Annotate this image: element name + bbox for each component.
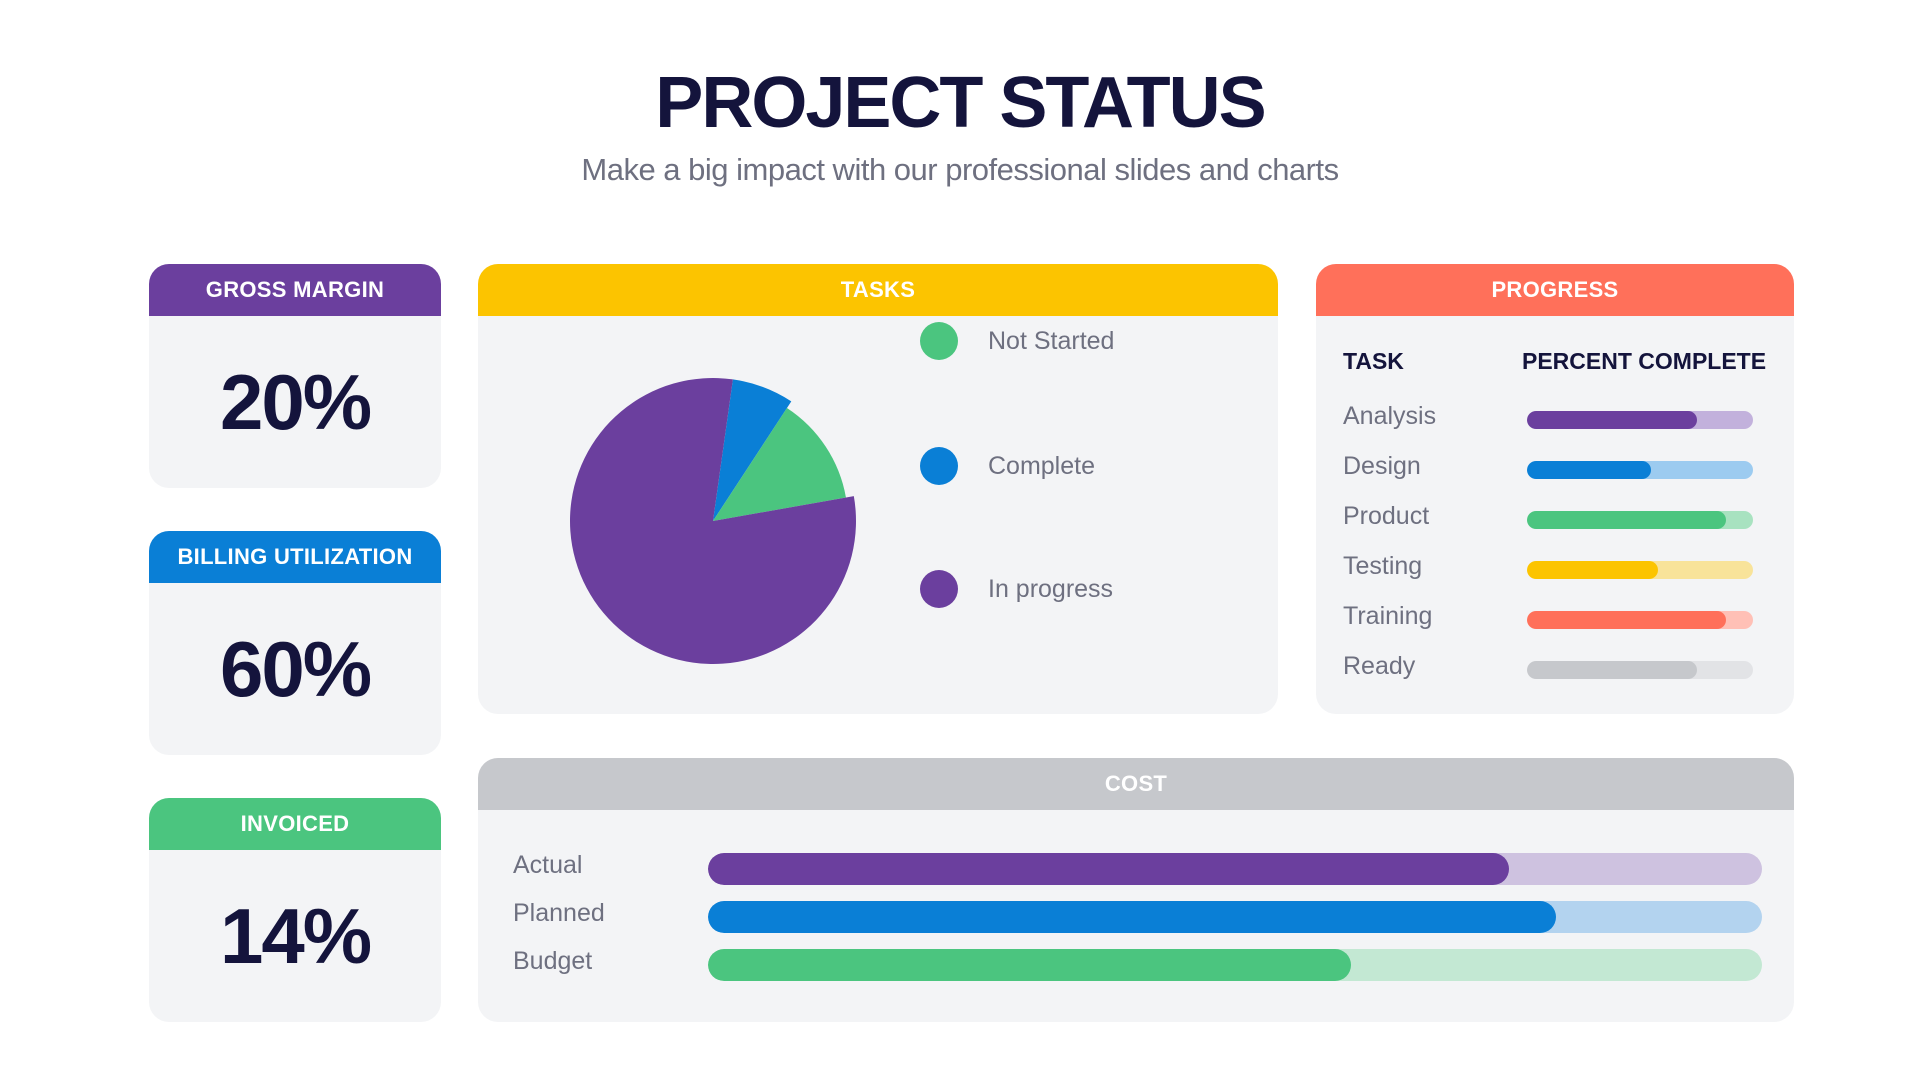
progress-row-design: Design: [1343, 452, 1783, 484]
progress-label-analysis: Analysis: [1343, 402, 1437, 430]
cost-label-actual: Actual: [513, 851, 583, 879]
billing-utilization-card: BILLING UTILIZATION 60%: [149, 531, 441, 755]
cost-row-budget: Budget: [513, 947, 1778, 981]
pie-slice-complete: [713, 379, 792, 521]
progress-track-ready: [1527, 661, 1753, 679]
gross-margin-header: GROSS MARGIN: [149, 264, 441, 316]
tasks-card: TASKS Not Started Complete In progress: [478, 264, 1278, 714]
cost-card: COST Actual Planned Budget: [478, 758, 1794, 1022]
progress-col-percent: PERCENT COMPLETE: [1522, 348, 1767, 374]
legend-item-complete: Complete: [920, 446, 1095, 486]
legend-item-not-started: Not Started: [920, 321, 1114, 361]
cost-label-planned: Planned: [513, 899, 605, 927]
progress-row-product: Product: [1343, 502, 1783, 534]
gross-margin-card: GROSS MARGIN 20%: [149, 264, 441, 488]
progress-bar-ready: [1527, 661, 1697, 679]
legend-label-in-progress: In progress: [988, 574, 1114, 603]
progress-track-analysis: [1527, 411, 1753, 429]
progress-label-testing: Testing: [1343, 552, 1423, 580]
legend-dot-not-started: [920, 322, 958, 360]
invoiced-card: INVOICED 14%: [149, 798, 441, 1022]
progress-label-ready: Ready: [1343, 652, 1416, 680]
legend-item-in-progress: In progress: [920, 569, 1113, 609]
progress-label-design: Design: [1343, 452, 1421, 480]
pie-slice-not-started: [713, 408, 846, 521]
progress-bar-product: [1527, 511, 1726, 529]
cost-header: COST: [478, 758, 1794, 810]
progress-col-task: TASK: [1343, 348, 1404, 374]
cost-row-planned: Planned: [513, 899, 1778, 933]
page-subtitle: Make a big impact with our professional …: [581, 152, 1339, 187]
legend-dot-complete: [920, 447, 958, 485]
gross-margin-value: 20%: [219, 358, 372, 446]
progress-bar-testing: [1527, 561, 1659, 579]
progress-row-testing: Testing: [1343, 552, 1783, 584]
progress-track-product: [1527, 511, 1753, 529]
progress-bar-analysis: [1527, 411, 1697, 429]
progress-track-design: [1527, 461, 1753, 479]
tasks-header: TASKS: [478, 264, 1278, 316]
cost-label-budget: Budget: [513, 947, 593, 975]
progress-track-training: [1527, 611, 1753, 629]
tasks-pie-chart: [570, 378, 856, 664]
cost-bar-budget: [708, 949, 1351, 981]
invoiced-header: INVOICED: [149, 798, 441, 850]
billing-utilization-header: BILLING UTILIZATION: [149, 531, 441, 583]
progress-row-analysis: Analysis: [1343, 402, 1783, 434]
progress-row-training: Training: [1343, 602, 1783, 634]
invoiced-value: 14%: [219, 892, 372, 980]
progress-bar-design: [1527, 461, 1652, 479]
progress-row-ready: Ready: [1343, 652, 1783, 684]
legend-dot-in-progress: [920, 570, 958, 608]
billing-utilization-value: 60%: [219, 625, 372, 713]
legend-label-not-started: Not Started: [988, 326, 1115, 355]
progress-card: PROGRESS TASK PERCENT COMPLETE Analysis D…: [1316, 264, 1794, 714]
page-title: PROJECT STATUS: [655, 63, 1266, 143]
progress-track-testing: [1527, 561, 1753, 579]
cost-bar-actual: [708, 853, 1510, 885]
progress-header: PROGRESS: [1316, 264, 1794, 316]
cost-track-actual: [708, 853, 1762, 885]
cost-track-planned: [708, 901, 1762, 933]
cost-bar-planned: [708, 901, 1557, 933]
pie-slice-in-progress: [570, 378, 856, 664]
progress-bar-training: [1527, 611, 1726, 629]
cost-row-actual: Actual: [513, 851, 1778, 885]
progress-label-training: Training: [1343, 602, 1433, 630]
cost-track-budget: [708, 949, 1762, 981]
legend-label-complete: Complete: [988, 451, 1095, 480]
progress-label-product: Product: [1343, 502, 1430, 530]
